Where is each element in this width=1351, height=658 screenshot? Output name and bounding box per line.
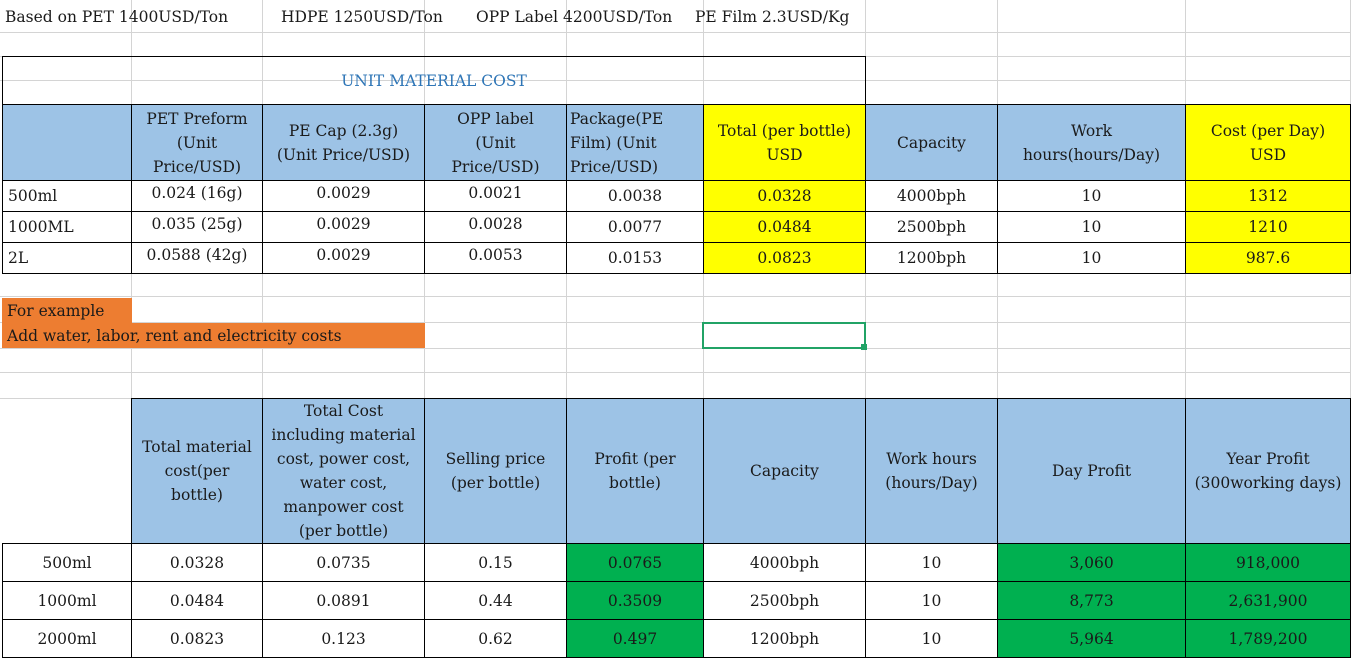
unit-cell-preform: 0.0588 (42g) <box>131 242 263 274</box>
unit-header-blank <box>2 104 132 181</box>
example-note-detail: Add water, labor, rent and electricity c… <box>2 323 425 348</box>
header-cost-per-day: Cost (per Day) USD <box>1185 104 1351 181</box>
unit-cell-cost-day: 1312 <box>1185 180 1351 212</box>
profit-cell-total: 0.0891 <box>262 581 425 620</box>
selected-cell[interactable] <box>702 322 866 349</box>
unit-cell-label: 0.0053 <box>424 242 567 274</box>
header-work-hours-2: Work hours (hours/Day) <box>865 398 998 544</box>
header-capacity-2: Capacity <box>703 398 866 544</box>
profit-cell-day-profit: 8,773 <box>997 581 1186 620</box>
unit-cell-label: 0.0028 <box>424 211 567 243</box>
unit-cell-preform: 0.024 (16g) <box>131 180 263 212</box>
profit-cell-selling: 0.62 <box>424 619 567 658</box>
unit-row-size: 500ml <box>2 180 132 212</box>
profit-row-size: 1000ml <box>2 581 132 620</box>
profit-cell-profit: 0.3509 <box>566 581 704 620</box>
header-selling-price: Selling price (per bottle) <box>424 398 567 544</box>
header-capacity: Capacity <box>865 104 998 181</box>
header-total-material: Total material cost(per bottle) <box>131 398 263 544</box>
header-profit: Profit (per bottle) <box>566 398 704 544</box>
profit-cell-capacity: 2500bph <box>703 581 866 620</box>
example-note: For example <box>2 298 132 323</box>
profit-cell-day-profit: 5,964 <box>997 619 1186 658</box>
unit-cost-title: UNIT MATERIAL COST <box>2 56 866 104</box>
header-day-profit: Day Profit <box>997 398 1186 544</box>
unit-cell-package: 0.0038 <box>566 180 704 212</box>
profit-cell-selling: 0.15 <box>424 543 567 582</box>
header-pet-preform: PET Preform (Unit Price/USD) <box>131 104 263 181</box>
header-year-profit: Year Profit (300working days) <box>1185 398 1351 544</box>
header-total-per-bottle: Total (per bottle) USD <box>703 104 866 181</box>
header-pe-cap: PE Cap (2.3g) (Unit Price/USD) <box>262 104 425 181</box>
unit-cell-hours: 10 <box>997 242 1186 274</box>
unit-cell-total: 0.0823 <box>703 242 866 274</box>
note-opp-price: OPP Label 4200USD/Ton <box>476 8 673 26</box>
unit-cell-cap: 0.0029 <box>262 242 425 274</box>
profit-cell-profit: 0.497 <box>566 619 704 658</box>
unit-row-size: 1000ML <box>2 211 132 243</box>
profit-cell-material: 0.0823 <box>131 619 263 658</box>
profit-cell-capacity: 4000bph <box>703 543 866 582</box>
unit-cell-preform: 0.035 (25g) <box>131 211 263 243</box>
profit-cell-hours: 10 <box>865 581 998 620</box>
unit-cell-total: 0.0484 <box>703 211 866 243</box>
unit-cell-package: 0.0153 <box>566 242 704 274</box>
header-opp-label: OPP label (Unit Price/USD) <box>424 104 567 181</box>
header-total-cost: Total Cost including material cost, powe… <box>262 398 425 544</box>
note-hdpe-price: HDPE 1250USD/Ton <box>281 8 443 26</box>
profit-cell-year-profit: 1,789,200 <box>1185 619 1351 658</box>
unit-cell-total: 0.0328 <box>703 180 866 212</box>
unit-row-size: 2L <box>2 242 132 274</box>
profit-cell-day-profit: 3,060 <box>997 543 1186 582</box>
header-work-hours: Work hours(hours/Day) <box>997 104 1186 181</box>
unit-cell-cap: 0.0029 <box>262 180 425 212</box>
unit-cell-capacity: 1200bph <box>865 242 998 274</box>
unit-cell-cost-day: 1210 <box>1185 211 1351 243</box>
profit-cell-total: 0.0735 <box>262 543 425 582</box>
fill-handle[interactable] <box>861 344 867 350</box>
profit-cell-material: 0.0484 <box>131 581 263 620</box>
unit-cell-cost-day: 987.6 <box>1185 242 1351 274</box>
profit-cell-year-profit: 2,631,900 <box>1185 581 1351 620</box>
profit-row-size: 2000ml <box>2 619 132 658</box>
unit-cell-hours: 10 <box>997 211 1186 243</box>
unit-cell-capacity: 2500bph <box>865 211 998 243</box>
profit-cell-hours: 10 <box>865 543 998 582</box>
unit-cell-cap: 0.0029 <box>262 211 425 243</box>
unit-cell-label: 0.0021 <box>424 180 567 212</box>
profit-row-size: 500ml <box>2 543 132 582</box>
profit-cell-hours: 10 <box>865 619 998 658</box>
profit-cell-profit: 0.0765 <box>566 543 704 582</box>
header-package: Package(PE Film) (Unit Price/USD) <box>566 104 704 181</box>
profit-cell-capacity: 1200bph <box>703 619 866 658</box>
unit-cell-capacity: 4000bph <box>865 180 998 212</box>
note-pe-film-price: PE Film 2.3USD/Kg <box>695 8 850 26</box>
unit-cell-hours: 10 <box>997 180 1186 212</box>
note-pet-price: Based on PET 1400USD/Ton <box>5 8 229 26</box>
profit-cell-total: 0.123 <box>262 619 425 658</box>
profit-cell-selling: 0.44 <box>424 581 567 620</box>
profit-cell-material: 0.0328 <box>131 543 263 582</box>
profit-cell-year-profit: 918,000 <box>1185 543 1351 582</box>
unit-cell-package: 0.0077 <box>566 211 704 243</box>
